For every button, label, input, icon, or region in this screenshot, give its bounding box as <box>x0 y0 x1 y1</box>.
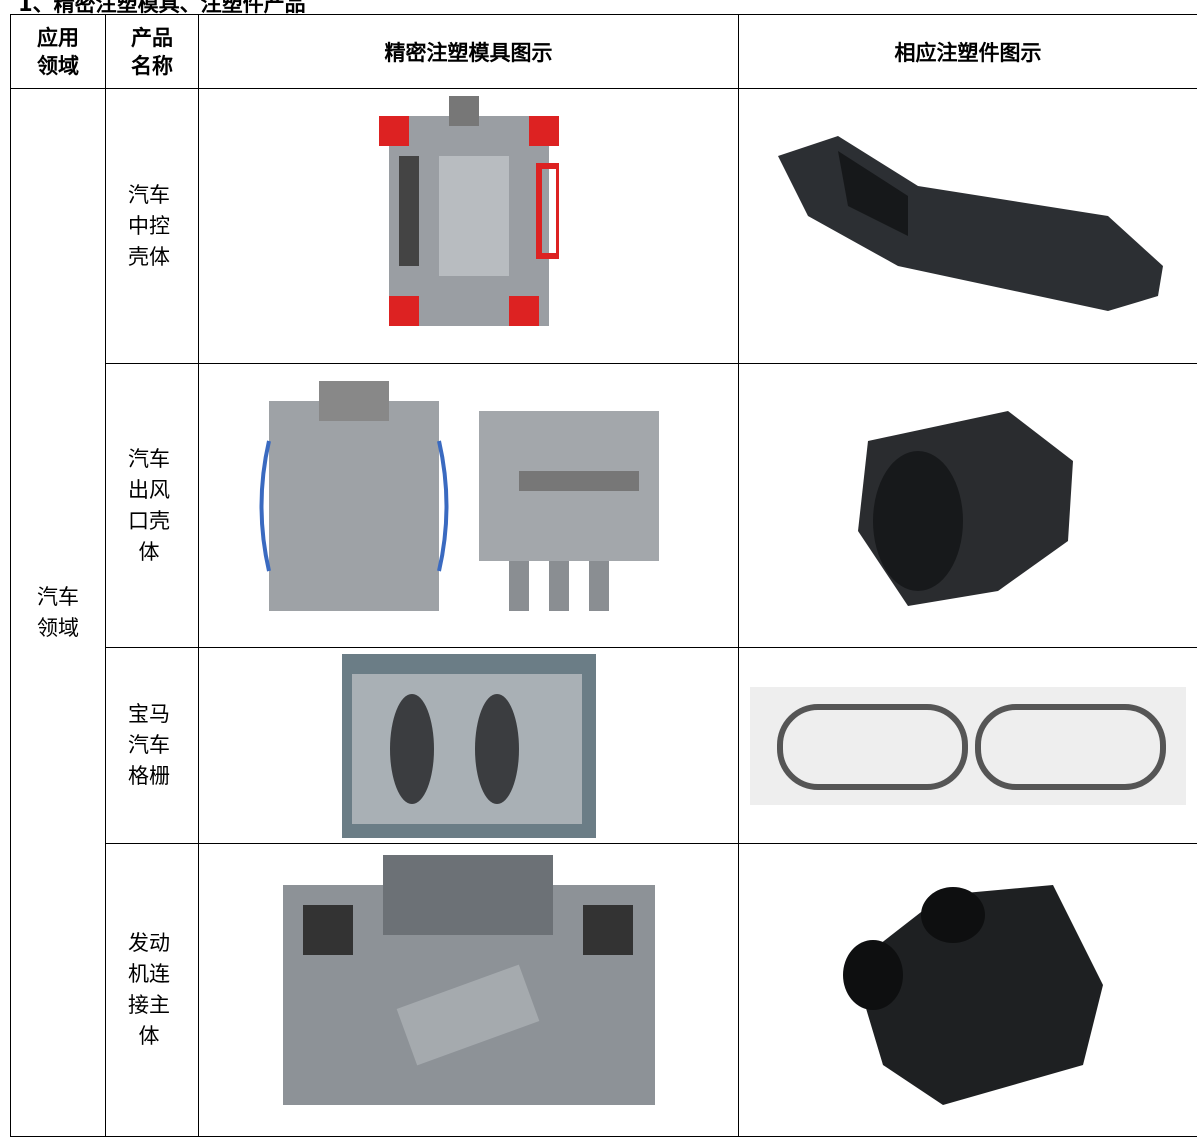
product-cell: 宝马汽车格栅 <box>106 648 199 844</box>
product-name: 宝马汽车格栅 <box>126 699 172 792</box>
mold-cell <box>199 844 739 1137</box>
part-image <box>750 687 1186 805</box>
mold-image <box>342 654 596 838</box>
part-image <box>848 391 1088 621</box>
header-text: 应用领域 <box>34 24 82 80</box>
part-cell <box>739 844 1197 1137</box>
product-name: 发动机连接主体 <box>126 928 172 1052</box>
header-row: 应用领域 产品名称 精密注塑模具图示 相应注塑件图示 <box>11 15 1197 89</box>
mold-cell <box>199 364 739 648</box>
product-table: 应用领域 产品名称 精密注塑模具图示 相应注塑件图示 汽车领域 汽车中控壳体 汽… <box>10 14 1197 1137</box>
mold-image <box>259 381 679 631</box>
part-cell <box>739 648 1197 844</box>
domain-text: 汽车领域 <box>35 582 81 644</box>
part-cell <box>739 89 1197 364</box>
product-cell: 发动机连接主体 <box>106 844 199 1137</box>
domain-cell: 汽车领域 <box>11 89 106 1137</box>
header-text: 产品名称 <box>128 24 176 80</box>
mold-image <box>283 855 655 1125</box>
mold-cell <box>199 648 739 844</box>
mold-image <box>379 96 559 356</box>
part-cell <box>739 364 1197 648</box>
part-image <box>823 865 1113 1115</box>
header-cell: 相应注塑件图示 <box>739 15 1197 89</box>
product-cell: 汽车出风口壳体 <box>106 364 199 648</box>
header-cell: 精密注塑模具图示 <box>199 15 739 89</box>
mold-cell <box>199 89 739 364</box>
header-cell: 应用领域 <box>11 15 106 89</box>
product-cell: 汽车中控壳体 <box>106 89 199 364</box>
product-name: 汽车中控壳体 <box>126 180 172 273</box>
part-image <box>768 126 1168 326</box>
header-cell: 产品名称 <box>106 15 199 89</box>
product-name: 汽车出风口壳体 <box>126 444 172 568</box>
